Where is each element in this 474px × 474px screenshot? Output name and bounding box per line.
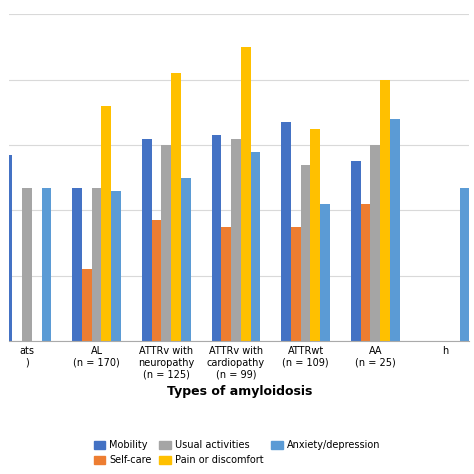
Bar [152,220,161,341]
Bar [72,188,82,341]
Bar [361,204,370,341]
Bar [221,227,231,341]
Bar [380,80,390,341]
Bar [181,178,191,341]
Bar [2,155,12,341]
Bar [101,106,111,341]
X-axis label: Types of amyloidosis: Types of amyloidosis [167,385,312,398]
Bar [310,129,320,341]
Bar [281,122,291,341]
Bar [301,164,310,341]
Bar [241,47,251,341]
Bar [82,269,91,341]
Bar [111,191,121,341]
Bar [351,162,361,341]
Legend: Mobility, Self-care, Usual activities, Pain or discomfort, Anxiety/depression: Mobility, Self-care, Usual activities, P… [90,437,384,469]
Bar [459,188,469,341]
Bar [171,73,181,341]
Bar [390,119,400,341]
Bar [22,188,32,341]
Bar [291,227,301,341]
Bar [91,188,101,341]
Bar [42,188,51,341]
Bar [320,204,330,341]
Bar [231,138,241,341]
Bar [251,152,260,341]
Bar [161,145,171,341]
Bar [370,145,380,341]
Bar [142,138,152,341]
Bar [211,135,221,341]
